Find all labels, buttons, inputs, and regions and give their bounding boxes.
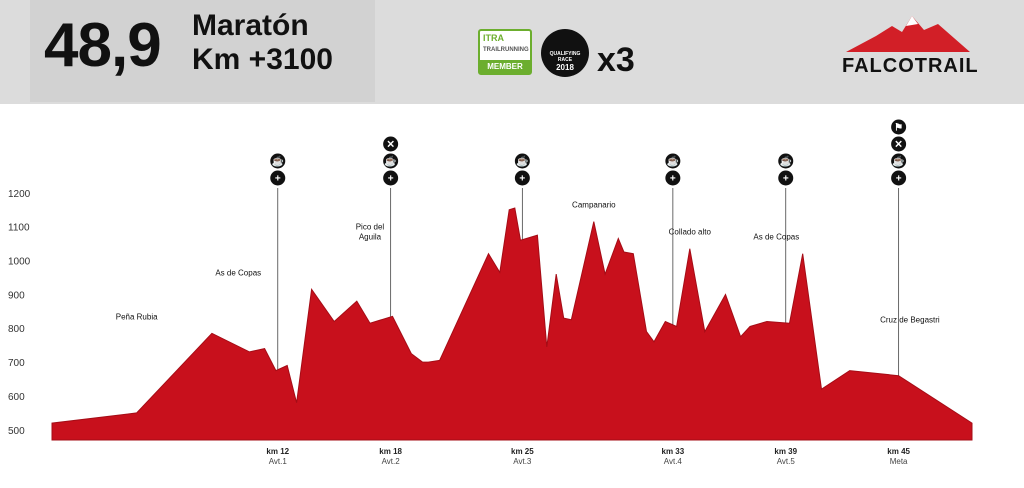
points-multiplier: x3 <box>597 41 635 79</box>
food-icon-bg <box>383 153 399 169</box>
km-label: km 25 <box>511 447 534 456</box>
y-tick-label: 600 <box>8 392 25 403</box>
y-tick-label: 700 <box>8 358 25 369</box>
elevation-profile-chart: 500 600 700 800 900 1000 1100 1200 Peña Rubia As… <box>8 119 973 466</box>
km-label: km 18 <box>379 447 402 456</box>
finish-icon-bg <box>891 119 907 135</box>
first-aid-icon-glyph: + <box>783 174 789 185</box>
first-aid-icon-bg <box>891 170 907 186</box>
finish-icon: ⚑ <box>891 119 907 135</box>
y-tick-label: 800 <box>8 324 25 335</box>
food-icon-bg <box>778 153 794 169</box>
first-aid-icon-glyph: + <box>670 174 676 185</box>
peak-label: As de Copas <box>215 268 261 277</box>
itra-member-label: MEMBER <box>480 60 530 73</box>
food-icon: ☕ <box>383 153 399 169</box>
aid-station-name: Avt.3 <box>513 457 532 466</box>
aid-station-name: Meta <box>890 457 908 466</box>
itra-member-badge: ITRA TRAILRUNNING MEMBER <box>478 29 532 75</box>
first-aid-icon: + <box>383 170 399 186</box>
food-icon-bg <box>891 153 907 169</box>
food-icon-glyph: ☕ <box>667 155 679 168</box>
first-aid-icon: + <box>891 170 907 186</box>
food-icon: ☕ <box>665 153 681 169</box>
first-aid-icon-glyph: + <box>896 174 902 185</box>
food-icon: ☕ <box>891 153 907 169</box>
elevation-gain: Km +3100 <box>192 43 333 76</box>
first-aid-icon: + <box>270 170 286 186</box>
first-aid-icon-glyph: + <box>275 174 281 185</box>
first-aid-icon-bg <box>665 170 681 186</box>
peak-label: Campanario <box>572 201 616 210</box>
peak-label: As de Copas <box>753 233 799 242</box>
y-tick-label: 1200 <box>8 189 31 200</box>
first-aid-icon-bg <box>270 170 286 186</box>
title-box <box>30 0 375 102</box>
y-axis: 500 600 700 800 900 1000 1100 1200 <box>8 189 31 437</box>
elevation-profile-area <box>51 207 973 441</box>
aid-station-name: Avt.5 <box>777 457 796 466</box>
km-label: km 12 <box>266 447 289 456</box>
itra-subtitle: TRAILRUNNING <box>483 47 529 53</box>
aid-station-name: Avt.1 <box>269 457 288 466</box>
cutoff-icon-bg <box>891 136 907 152</box>
food-icon: ☕ <box>270 153 286 169</box>
itra-logo-text: ITRA <box>483 33 504 43</box>
peak-label: Pico del Aguila <box>356 223 385 242</box>
food-icon-bg <box>665 153 681 169</box>
first-aid-icon-bg <box>778 170 794 186</box>
qualifying-year: 2018 <box>556 63 574 72</box>
food-icon-glyph: ☕ <box>780 155 792 168</box>
falcotrail-mountain-logo-icon <box>846 16 970 52</box>
km-label: km 39 <box>774 447 797 456</box>
food-icon-glyph: ☕ <box>272 155 284 168</box>
first-aid-icon-bg <box>383 170 399 186</box>
peak-label: Cruz de Begastri <box>880 316 940 325</box>
food-icon-glyph: ☕ <box>892 155 904 168</box>
race-name: Maratón <box>192 9 309 42</box>
aid-station-name: Avt.4 <box>664 457 683 466</box>
food-icon: ☕ <box>778 153 794 169</box>
cutoff-icon-bg <box>383 136 399 152</box>
utmb-qualifying-badge: QUALIFYING RACE 2018 <box>541 29 589 77</box>
first-aid-icon-glyph: + <box>388 174 394 185</box>
first-aid-icon: + <box>778 170 794 186</box>
y-tick-label: 1100 <box>8 223 30 234</box>
first-aid-icon: + <box>514 170 530 186</box>
first-aid-icon-glyph: + <box>519 174 525 185</box>
food-icon-bg <box>514 153 530 169</box>
food-icon-glyph: ☕ <box>384 155 396 168</box>
peak-label: Peña Rubia <box>116 312 158 321</box>
km-label: km 45 <box>887 447 910 456</box>
cutoff-icon-glyph: ✕ <box>386 140 394 151</box>
peak-labels: Peña Rubia As de Copas Pico del Aguila Campa… <box>116 201 940 325</box>
cutoff-icon: ✕ <box>891 136 907 152</box>
aid-station-icons: ☕ + ✕ ☕ + ☕ + ☕ + ☕ + ⚑ ✕ ☕ + <box>270 119 907 186</box>
food-icon-glyph: ☕ <box>516 155 528 168</box>
brand-name: FALCOTRAIL <box>842 55 979 77</box>
km-label: km 33 <box>662 447 685 456</box>
food-icon: ☕ <box>514 153 530 169</box>
first-aid-icon: + <box>665 170 681 186</box>
y-tick-label: 1000 <box>8 257 31 268</box>
race-text: RACE <box>557 57 573 63</box>
peak-label: Collado alto <box>669 228 712 237</box>
cutoff-icon-glyph: ✕ <box>894 140 902 151</box>
y-tick-label: 900 <box>8 290 25 301</box>
cutoff-icon: ✕ <box>383 136 399 152</box>
aid-station-name: Avt.2 <box>382 457 401 466</box>
food-icon-bg <box>270 153 286 169</box>
first-aid-icon-bg <box>514 170 530 186</box>
qualifying-text: QUALIFYING <box>549 51 581 57</box>
finish-icon-glyph: ⚑ <box>894 123 903 134</box>
race-distance: 48,9 <box>44 11 162 80</box>
y-tick-label: 500 <box>8 426 25 437</box>
